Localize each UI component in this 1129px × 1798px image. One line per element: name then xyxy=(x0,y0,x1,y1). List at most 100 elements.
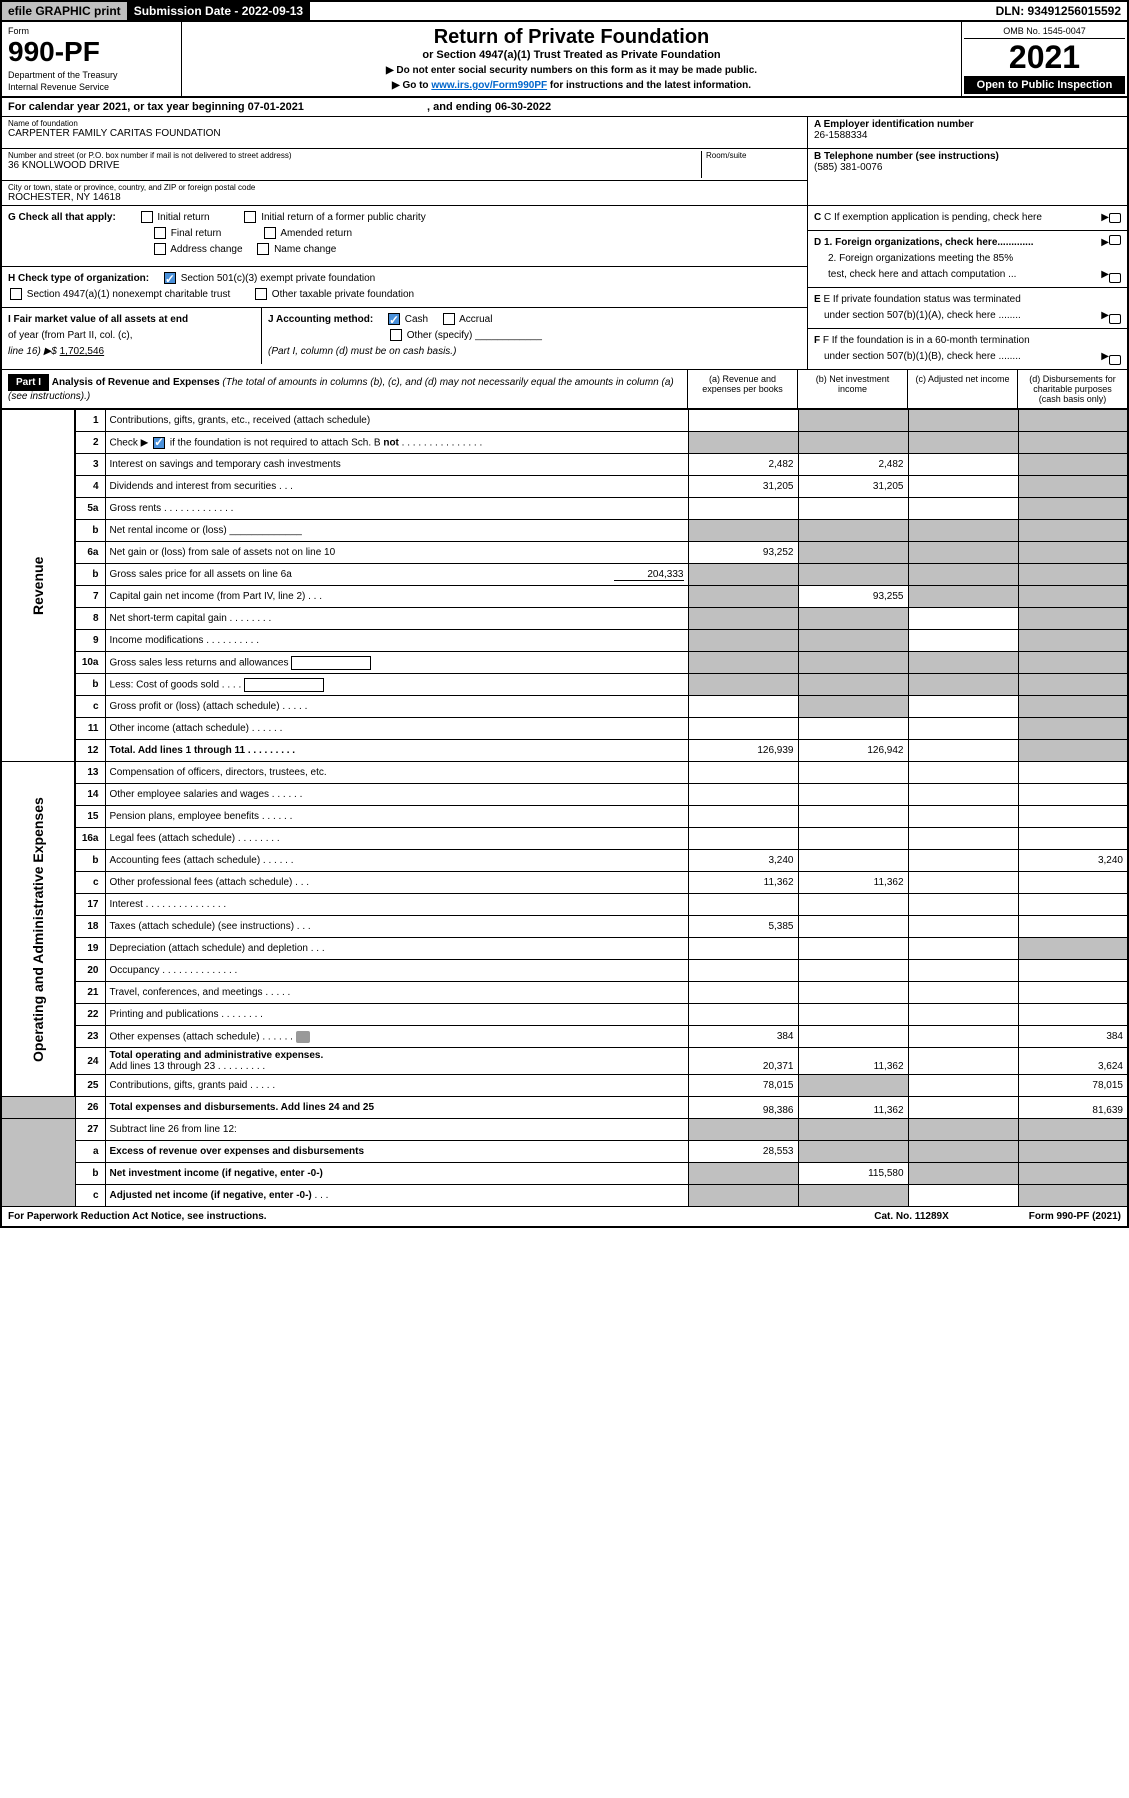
row-5a: 5aGross rents . . . . . . . . . . . . . xyxy=(1,498,1128,520)
cb-other-method[interactable] xyxy=(390,329,402,341)
row-10b: bLess: Cost of goods sold . . . . xyxy=(1,674,1128,696)
attach-icon[interactable] xyxy=(296,1031,310,1043)
cb-exemption-pending[interactable] xyxy=(1109,213,1121,223)
cb-60month[interactable] xyxy=(1109,355,1121,365)
ein-value: 26-1588334 xyxy=(814,130,1121,141)
tax-year: 2021 xyxy=(964,39,1125,76)
irs-link[interactable]: www.irs.gov/Form990PF xyxy=(431,80,547,91)
row-11: 11Other income (attach schedule) . . . .… xyxy=(1,718,1128,740)
row-3: 3Interest on savings and temporary cash … xyxy=(1,454,1128,476)
instruction-ssn: ▶ Do not enter social security numbers o… xyxy=(192,65,951,76)
row-25: 25Contributions, gifts, grants paid . . … xyxy=(1,1075,1128,1097)
cb-initial-former[interactable] xyxy=(244,211,256,223)
cb-other-taxable[interactable] xyxy=(255,288,267,300)
d1-label: D 1. Foreign organizations, check here..… xyxy=(814,237,1034,248)
row-1: Revenue1Contributions, gifts, grants, et… xyxy=(1,410,1128,432)
phone-label: B Telephone number (see instructions) xyxy=(814,151,1121,162)
cb-85pct-test[interactable] xyxy=(1109,273,1121,283)
row-13: Operating and Administrative Expenses13C… xyxy=(1,762,1128,784)
fmv-value: 1,702,546 xyxy=(60,346,105,357)
h-opt-1: Section 501(c)(3) exempt private foundat… xyxy=(181,273,376,284)
i-label-2: of year (from Part II, col. (c), xyxy=(8,330,132,341)
row-18: 18Taxes (attach schedule) (see instructi… xyxy=(1,916,1128,938)
row-6a: 6aNet gain or (loss) from sale of assets… xyxy=(1,542,1128,564)
name-label: Name of foundation xyxy=(8,119,801,128)
g-opt-2: Address change xyxy=(170,244,242,255)
instr-pre: ▶ Go to xyxy=(392,80,431,91)
street-address: 36 KNOLLWOOD DRIVE xyxy=(8,160,701,171)
checkbox-section: G Check all that apply: Initial return I… xyxy=(0,206,1129,370)
top-bar: efile GRAPHIC print Submission Date - 20… xyxy=(0,0,1129,22)
side-expenses: Operating and Administrative Expenses xyxy=(1,762,75,1097)
col-b-head: (b) Net investment income xyxy=(797,370,907,408)
h-label: H Check type of organization: xyxy=(8,273,149,284)
row-23: 23Other expenses (attach schedule) . . .… xyxy=(1,1026,1128,1048)
cb-cash[interactable] xyxy=(388,313,400,325)
addr-label: Number and street (or P.O. box number if… xyxy=(8,151,701,160)
inspection-badge: Open to Public Inspection xyxy=(964,76,1125,94)
row-16b: bAccounting fees (attach schedule) . . .… xyxy=(1,850,1128,872)
cb-name-change[interactable] xyxy=(257,243,269,255)
j-label: J Accounting method: xyxy=(268,314,373,325)
subtitle: or Section 4947(a)(1) Trust Treated as P… xyxy=(192,49,951,61)
cat-no: Cat. No. 11289X xyxy=(874,1211,948,1222)
part1-title: Analysis of Revenue and Expenses xyxy=(52,377,220,388)
cb-address-change[interactable] xyxy=(154,243,166,255)
e2: under section 507(b)(1)(A), check here .… xyxy=(814,310,1021,321)
row-27: 27Subtract line 26 from line 12: xyxy=(1,1119,1128,1141)
col-c-head: (c) Adjusted net income xyxy=(907,370,1017,408)
phone-value: (585) 381-0076 xyxy=(814,162,1121,173)
part1-table: Revenue1Contributions, gifts, grants, et… xyxy=(0,409,1129,1207)
instr-post: for instructions and the latest informat… xyxy=(547,80,751,91)
row-21: 21Travel, conferences, and meetings . . … xyxy=(1,982,1128,1004)
j-note: (Part I, column (d) must be on cash basi… xyxy=(268,346,456,357)
side-revenue: Revenue xyxy=(1,410,75,762)
part1-header: Part I Analysis of Revenue and Expenses … xyxy=(0,370,1129,409)
i-label-3: line 16) ▶$ xyxy=(8,346,57,357)
row-17: 17Interest . . . . . . . . . . . . . . . xyxy=(1,894,1128,916)
entity-info: Name of foundation CARPENTER FAMILY CARI… xyxy=(0,117,1129,206)
row-20: 20Occupancy . . . . . . . . . . . . . . xyxy=(1,960,1128,982)
dln-number: DLN: 93491256015592 xyxy=(990,2,1127,20)
cb-schb-not-required[interactable] xyxy=(153,437,165,449)
row-6b: bGross sales price for all assets on lin… xyxy=(1,564,1128,586)
g-label: G Check all that apply: xyxy=(8,212,116,223)
j-cash: Cash xyxy=(405,314,428,325)
city-state-zip: ROCHESTER, NY 14618 xyxy=(8,192,801,203)
city-label: City or town, state or province, country… xyxy=(8,183,801,192)
form-header: Form 990-PF Department of the Treasury I… xyxy=(0,22,1129,98)
f2: under section 507(b)(1)(B), check here .… xyxy=(814,351,1021,362)
row-26: 26Total expenses and disbursements. Add … xyxy=(1,1097,1128,1119)
form-label: Form xyxy=(8,26,175,36)
cb-4947a1[interactable] xyxy=(10,288,22,300)
cb-foreign-org[interactable] xyxy=(1109,235,1121,245)
row-10a: 10aGross sales less returns and allowanc… xyxy=(1,652,1128,674)
ein-label: A Employer identification number xyxy=(814,119,1121,130)
row-16c: cOther professional fees (attach schedul… xyxy=(1,872,1128,894)
foundation-name: CARPENTER FAMILY CARITAS FOUNDATION xyxy=(8,128,801,139)
cb-status-terminated[interactable] xyxy=(1109,314,1121,324)
row-8: 8Net short-term capital gain . . . . . .… xyxy=(1,608,1128,630)
row-22: 22Printing and publications . . . . . . … xyxy=(1,1004,1128,1026)
i-label-1: I Fair market value of all assets at end xyxy=(8,314,188,325)
form-ref: Form 990-PF (2021) xyxy=(1029,1211,1121,1222)
cb-final-return[interactable] xyxy=(154,227,166,239)
j-other: Other (specify) xyxy=(407,330,473,341)
row-7: 7Capital gain net income (from Part IV, … xyxy=(1,586,1128,608)
row-19: 19Depreciation (attach schedule) and dep… xyxy=(1,938,1128,960)
cb-initial-return[interactable] xyxy=(141,211,153,223)
g-opt-5: Name change xyxy=(274,244,336,255)
row-27a: aExcess of revenue over expenses and dis… xyxy=(1,1141,1128,1163)
row-5b: bNet rental income or (loss) ___________… xyxy=(1,520,1128,542)
h-opt-2: Section 4947(a)(1) nonexempt charitable … xyxy=(27,289,230,300)
cb-501c3[interactable] xyxy=(164,272,176,284)
calyear-mid: , and ending xyxy=(427,101,495,113)
row-16a: 16aLegal fees (attach schedule) . . . . … xyxy=(1,828,1128,850)
cb-amended[interactable] xyxy=(264,227,276,239)
cb-accrual[interactable] xyxy=(443,313,455,325)
row-10c: cGross profit or (loss) (attach schedule… xyxy=(1,696,1128,718)
c-label: C If exemption application is pending, c… xyxy=(824,212,1042,223)
h-opt-3: Other taxable private foundation xyxy=(272,289,414,300)
col-a-head: (a) Revenue and expenses per books xyxy=(687,370,797,408)
row-27c: cAdjusted net income (if negative, enter… xyxy=(1,1185,1128,1207)
